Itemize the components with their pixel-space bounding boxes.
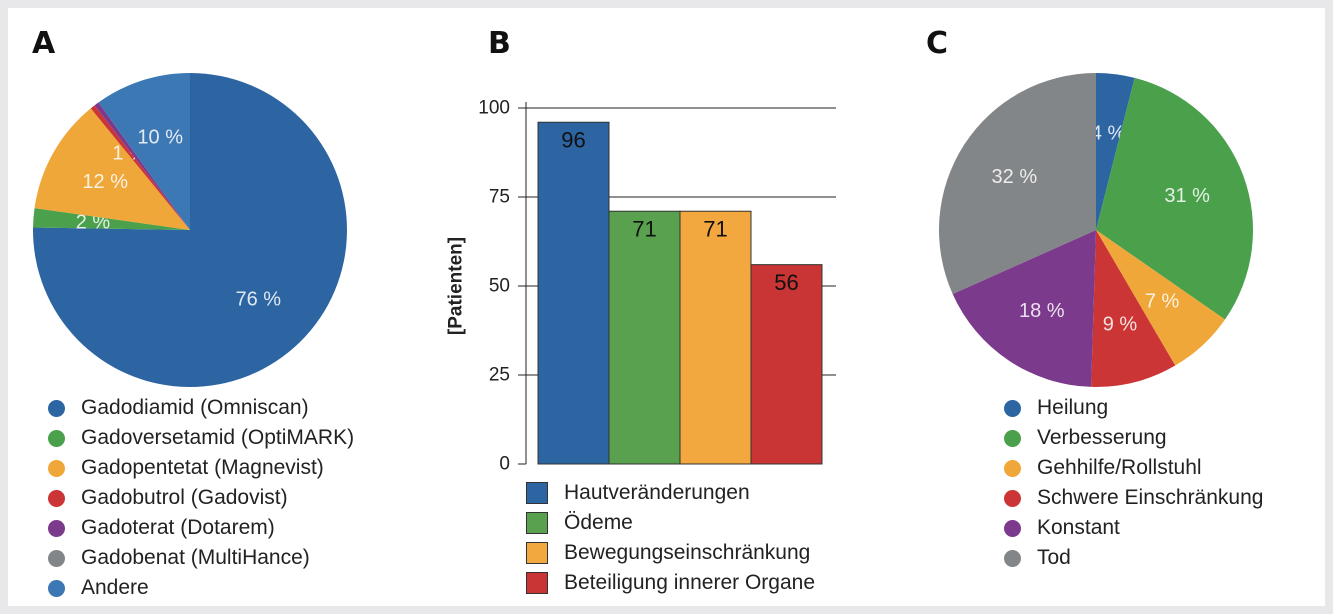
bar-data-label: 56: [774, 270, 798, 295]
legend-label: Bewegungseinschränkung: [564, 541, 811, 564]
legend-label: Gadobutrol (Gadovist): [81, 486, 288, 509]
legend-label: Gadodiamid (Omniscan): [81, 396, 309, 419]
bar-bewegungseinschraenkung: [679, 210, 752, 465]
pie-data-label: 31 %: [1164, 185, 1210, 207]
pie-data-label: 32 %: [992, 166, 1038, 188]
pie-data-label: 4 %: [1091, 122, 1126, 144]
bar-data-label: 71: [632, 217, 656, 242]
pie-slice-schwere-einschraenkung: [1091, 230, 1176, 387]
legend-label: Beteiligung innerer Organe: [564, 571, 815, 594]
legend-swatch: [526, 512, 548, 534]
legend-swatch: [1004, 519, 1021, 537]
bar-oedeme: [608, 210, 681, 465]
pie-slice-gadobutrol-gadovist: [90, 105, 190, 230]
legend-label: Verbesserung: [1037, 426, 1167, 449]
legend-item-gadoterat-dotarem: Gadoterat (Dotarem): [48, 513, 354, 543]
legend-label: Gadoversetamid (OptiMARK): [81, 426, 355, 449]
pie-slice-heilung: [1096, 73, 1135, 230]
legend-item-heilung: Heilung: [1004, 393, 1263, 423]
y-axis-label: [Patienten]: [446, 237, 467, 335]
bar-data-label: 71: [703, 217, 727, 242]
bar-beteiligung-innerer-organe: [750, 264, 823, 465]
legend-swatch: [1004, 549, 1021, 567]
pie-slice-andere: [98, 73, 190, 230]
pie-slice-verbesserung: [1096, 77, 1253, 320]
pie-slice-tod: [939, 73, 1096, 295]
pie-slice-gadopentetat-magnevist: [34, 108, 190, 230]
legend-item-konstant: Konstant: [1004, 513, 1263, 543]
legend-item-hautveraenderungen: Hautveränderungen: [526, 478, 815, 508]
pie-data-label: 18 %: [1019, 300, 1065, 322]
legend-a: Gadodiamid (Omniscan) Gadoversetamid (Opt…: [48, 393, 354, 603]
y-tick-label: 50: [489, 276, 510, 297]
panel-letter-c: C: [926, 26, 949, 61]
legend-swatch: [526, 572, 548, 594]
pie-chart-c: 4 % 31 % 7 % 9 % 18 % 32 %: [939, 73, 1253, 387]
legend-label: Hautveränderungen: [564, 481, 750, 504]
pie-slice-gadoterat-dotarem: [94, 102, 190, 230]
pie-data-label: 7 %: [1145, 290, 1180, 312]
pie-chart-a: 76 %2 %12 %1 %10 %: [33, 73, 347, 387]
legend-swatch: [48, 549, 65, 567]
legend-item-verbesserung: Verbesserung: [1004, 423, 1263, 453]
legend-label: Konstant: [1037, 516, 1120, 539]
legend-swatch: [48, 579, 65, 597]
legend-item-gadobutrol-gadovist: Gadobutrol (Gadovist): [48, 483, 354, 513]
legend-label: Gehhilfe/Rollstuhl: [1037, 456, 1202, 479]
bar-hautveraenderungen: [537, 121, 610, 465]
figure-panel: A 76 % 2 % 12 % 1 % 10 % Gadodiamid (Omnisca…: [8, 8, 1325, 606]
legend-item-gadodiamid-omniscan: Gadodiamid (Omniscan): [48, 393, 354, 423]
pie-data-label: 12 %: [82, 171, 128, 193]
legend-label: Gadopentetat (Magnevist): [81, 456, 324, 479]
y-tick-label: 100: [478, 98, 510, 119]
legend-item-oedeme: Ödeme: [526, 508, 815, 538]
legend-swatch: [48, 399, 65, 417]
legend-item-beteiligung-innerer-organe: Beteiligung innerer Organe: [526, 568, 815, 598]
pie-slice-gadoversetamid-optimark: [33, 208, 191, 230]
pie-slice-gehhilfe-rollstuhl: [1096, 230, 1225, 366]
legend-c: Heilung Verbesserung Gehhilfe/Rollstuhl Sch…: [1004, 393, 1263, 573]
pie-slice-konstant: [952, 230, 1096, 387]
legend-swatch: [48, 489, 65, 507]
bar-data-label: 96: [561, 128, 585, 153]
legend-swatch: [526, 482, 548, 504]
legend-swatch: [48, 429, 65, 447]
legend-swatch: [1004, 459, 1021, 477]
legend-label: Andere: [81, 576, 149, 599]
legend-label: Gadoterat (Dotarem): [81, 516, 275, 539]
pie-data-label: 9 %: [1103, 313, 1138, 335]
legend-item-schwere-einschraenkung: Schwere Einschränkung: [1004, 483, 1263, 513]
pie-data-label: 10 %: [137, 126, 183, 148]
legend-swatch: [526, 542, 548, 564]
legend-label: Ödeme: [564, 511, 633, 534]
legend-swatch: [48, 459, 65, 477]
legend-item-bewegungseinschraenkung: Bewegungseinschränkung: [526, 538, 815, 568]
bar-chart-b: 0 25 50 75 100 [Patienten] 96 71 71 56: [446, 98, 836, 475]
legend-swatch: [1004, 399, 1021, 417]
y-tick-label: 75: [489, 187, 510, 208]
legend-swatch: [48, 519, 65, 537]
legend-item-gadobenat-multihance: Gadobenat (MultiHance): [48, 543, 354, 573]
legend-item-gadopentetat-magnevist: Gadopentetat (Magnevist): [48, 453, 354, 483]
legend-label: Schwere Einschränkung: [1037, 486, 1264, 509]
pie-data-label: 76 %: [235, 288, 281, 310]
legend-label: Gadobenat (MultiHance): [81, 546, 310, 569]
panel-letter-b: B: [488, 26, 511, 61]
legend-swatch: [1004, 489, 1021, 507]
legend-swatch: [1004, 429, 1021, 447]
legend-item-gadoversetamid-optimark: Gadoversetamid (OptiMARK): [48, 423, 354, 453]
y-tick-label: 25: [489, 365, 510, 386]
legend-b: Hautveränderungen Ödeme Bewegungseinschrän…: [526, 478, 815, 598]
legend-item-gehhilfe-rollstuhl: Gehhilfe/Rollstuhl: [1004, 453, 1263, 483]
legend-label: Tod: [1037, 546, 1071, 569]
legend-label: Heilung: [1037, 396, 1109, 419]
panel-letter-a: A: [32, 26, 56, 61]
legend-item-andere: Andere: [48, 573, 354, 603]
y-tick-label: 0: [499, 454, 510, 475]
legend-item-tod: Tod: [1004, 543, 1263, 573]
